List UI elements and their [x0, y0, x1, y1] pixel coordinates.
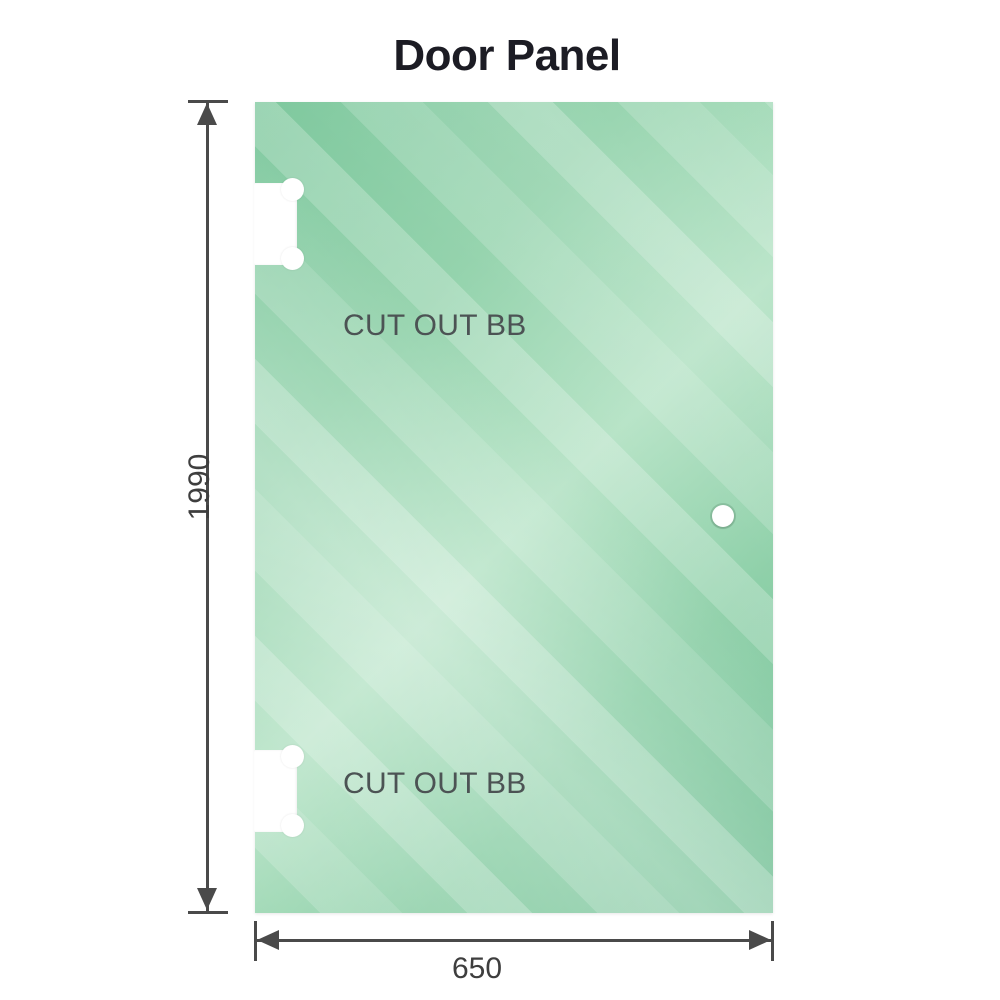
glass-surface: [255, 102, 773, 913]
width-extension-line-right: [771, 921, 774, 961]
width-extension-line-left: [254, 921, 257, 961]
cutout-knob-top-icon: [281, 178, 304, 201]
height-extension-line-top: [188, 100, 228, 103]
door-panel: CUT OUT BB CUT OUT BB: [254, 102, 773, 913]
height-dimension-line: [206, 102, 209, 913]
cutout-knob-top-icon: [281, 745, 304, 768]
cut-out-label-bottom: CUT OUT BB: [343, 767, 527, 800]
arrow-left-icon: [257, 930, 279, 950]
cut-out-bb-bottom: [254, 745, 304, 837]
width-dimension-label: 650: [451, 952, 503, 985]
arrow-down-icon: [197, 888, 217, 910]
arrow-right-icon: [749, 930, 771, 950]
cut-out-label-top: CUT OUT BB: [343, 309, 527, 342]
cutout-knob-bottom-icon: [281, 814, 304, 837]
page-title: Door Panel: [393, 31, 621, 80]
arrow-up-icon: [197, 103, 217, 125]
width-dimension-line: [255, 939, 773, 942]
height-dimension-label: 1990: [183, 453, 216, 521]
cutout-knob-bottom-icon: [281, 247, 304, 270]
handle-drill-hole: [712, 505, 734, 527]
height-extension-line-bottom: [188, 911, 228, 914]
cut-out-bb-top: [254, 178, 304, 270]
